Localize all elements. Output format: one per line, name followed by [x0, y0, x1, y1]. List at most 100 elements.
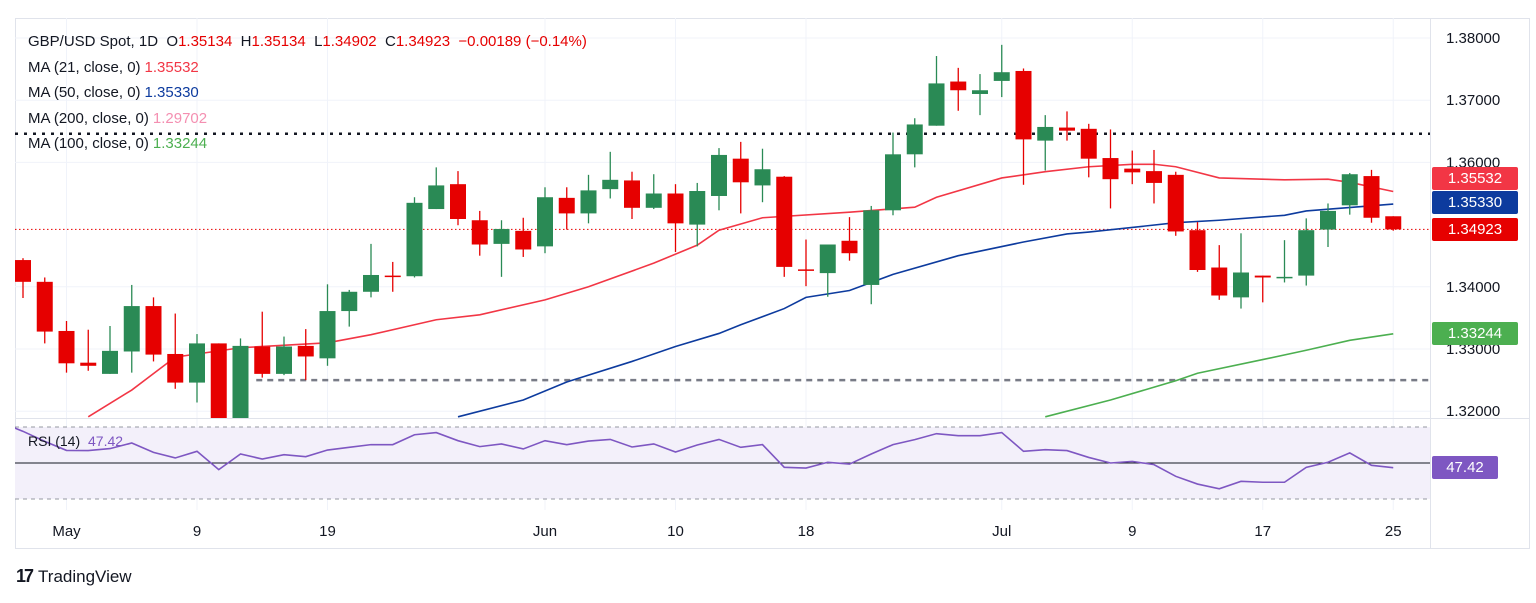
candle[interactable]	[384, 261, 401, 292]
candle[interactable]	[341, 289, 358, 327]
candle[interactable]	[1124, 150, 1141, 185]
candle-body	[232, 345, 249, 418]
candle-body	[515, 230, 532, 250]
indicator-label: MA (200, close, 0)	[28, 109, 149, 127]
candle[interactable]	[1341, 172, 1358, 215]
indicator-ma21[interactable]: MA (21, close, 0) 1.35532	[28, 55, 587, 81]
candle[interactable]	[450, 171, 466, 226]
symbol-title[interactable]: GBP/USD Spot, 1D	[28, 33, 159, 50]
candle[interactable]	[515, 217, 532, 257]
candle-body	[689, 191, 706, 225]
candle[interactable]	[1015, 68, 1032, 185]
candle[interactable]	[972, 74, 988, 116]
candle[interactable]	[1037, 115, 1054, 171]
candle[interactable]	[732, 141, 749, 214]
candle-body	[363, 274, 379, 292]
candle[interactable]	[906, 118, 923, 168]
candle[interactable]	[537, 187, 553, 254]
candle[interactable]	[15, 258, 31, 298]
candle[interactable]	[102, 325, 118, 374]
candle[interactable]	[667, 184, 684, 252]
candle[interactable]	[406, 197, 423, 278]
candle-body	[1211, 267, 1228, 296]
candle-body	[1167, 174, 1184, 232]
time-tick-label: 9	[193, 523, 201, 540]
candle[interactable]	[776, 176, 793, 277]
candle-body	[906, 124, 923, 155]
rsi-label: RSI (14)	[28, 433, 81, 449]
candle-body	[841, 240, 858, 254]
candle[interactable]	[1233, 233, 1249, 309]
candle[interactable]	[754, 148, 771, 203]
candle[interactable]	[558, 187, 575, 230]
indicator-ma100[interactable]: MA (100, close, 0) 1.33244	[28, 131, 587, 157]
candle[interactable]	[602, 151, 619, 199]
candle[interactable]	[819, 244, 836, 297]
candle-body	[950, 81, 967, 91]
candle-body	[319, 311, 336, 359]
rsi-pane	[15, 426, 1430, 500]
candle[interactable]	[711, 148, 727, 211]
candle-body	[428, 185, 445, 210]
candle[interactable]	[993, 44, 1010, 98]
candle[interactable]	[1146, 149, 1162, 204]
candle[interactable]	[145, 297, 162, 362]
candle[interactable]	[254, 311, 271, 378]
candle-body	[537, 197, 553, 247]
candle[interactable]	[1385, 216, 1402, 231]
candle[interactable]	[493, 220, 510, 277]
candle[interactable]	[1320, 203, 1336, 247]
candle[interactable]	[428, 167, 445, 210]
candle-body	[1124, 168, 1141, 173]
candle[interactable]	[276, 336, 292, 376]
candle-body	[645, 193, 662, 208]
candle[interactable]	[1211, 245, 1228, 300]
candle[interactable]	[624, 171, 640, 220]
rsi-legend[interactable]: RSI (14) 47.42	[28, 433, 123, 449]
candle-body	[1276, 276, 1293, 279]
candle[interactable]	[841, 217, 858, 261]
candle[interactable]	[297, 329, 314, 381]
candle[interactable]	[1363, 169, 1380, 223]
candle-body	[167, 353, 184, 383]
candle[interactable]	[1189, 222, 1206, 272]
candle-body	[210, 343, 227, 418]
candle-body	[1363, 176, 1380, 218]
candle[interactable]	[123, 284, 140, 373]
candle[interactable]	[645, 174, 662, 210]
candle[interactable]	[36, 277, 53, 344]
candle[interactable]	[80, 329, 97, 371]
candle[interactable]	[189, 334, 205, 403]
time-axis: May 9 19 Jun 10 18 Jul 9 17 25	[52, 523, 1401, 540]
candle[interactable]	[885, 132, 901, 216]
candle-body	[624, 180, 640, 208]
indicator-ma50[interactable]: MA (50, close, 0) 1.35330	[28, 80, 587, 106]
candle[interactable]	[232, 338, 249, 448]
candle[interactable]	[58, 321, 75, 373]
candle[interactable]	[798, 239, 814, 287]
candle[interactable]	[1102, 129, 1119, 209]
indicator-ma200[interactable]: MA (200, close, 0) 1.29702	[28, 106, 587, 132]
candle-body	[1320, 210, 1336, 230]
candle[interactable]	[1276, 240, 1293, 283]
candle[interactable]	[863, 205, 880, 305]
candle[interactable]	[363, 243, 379, 298]
change-value: −0.00189 (−0.14%)	[458, 33, 587, 50]
candle[interactable]	[1059, 111, 1075, 141]
candle[interactable]	[319, 284, 336, 366]
candle[interactable]	[580, 174, 597, 224]
candle[interactable]	[1167, 171, 1184, 236]
candle[interactable]	[1254, 275, 1271, 303]
candle[interactable]	[950, 67, 967, 111]
last-price-badge: 1.34923	[1432, 218, 1518, 241]
candle[interactable]	[167, 313, 184, 389]
tradingview-logo[interactable]: 17 TradingView	[16, 566, 132, 587]
indicator-label: MA (50, close, 0)	[28, 84, 141, 101]
candle[interactable]	[471, 210, 488, 256]
candle[interactable]	[689, 182, 706, 247]
candle[interactable]	[1298, 218, 1315, 286]
candle[interactable]	[928, 56, 945, 126]
candle[interactable]	[210, 343, 227, 448]
candle[interactable]	[1080, 123, 1097, 178]
